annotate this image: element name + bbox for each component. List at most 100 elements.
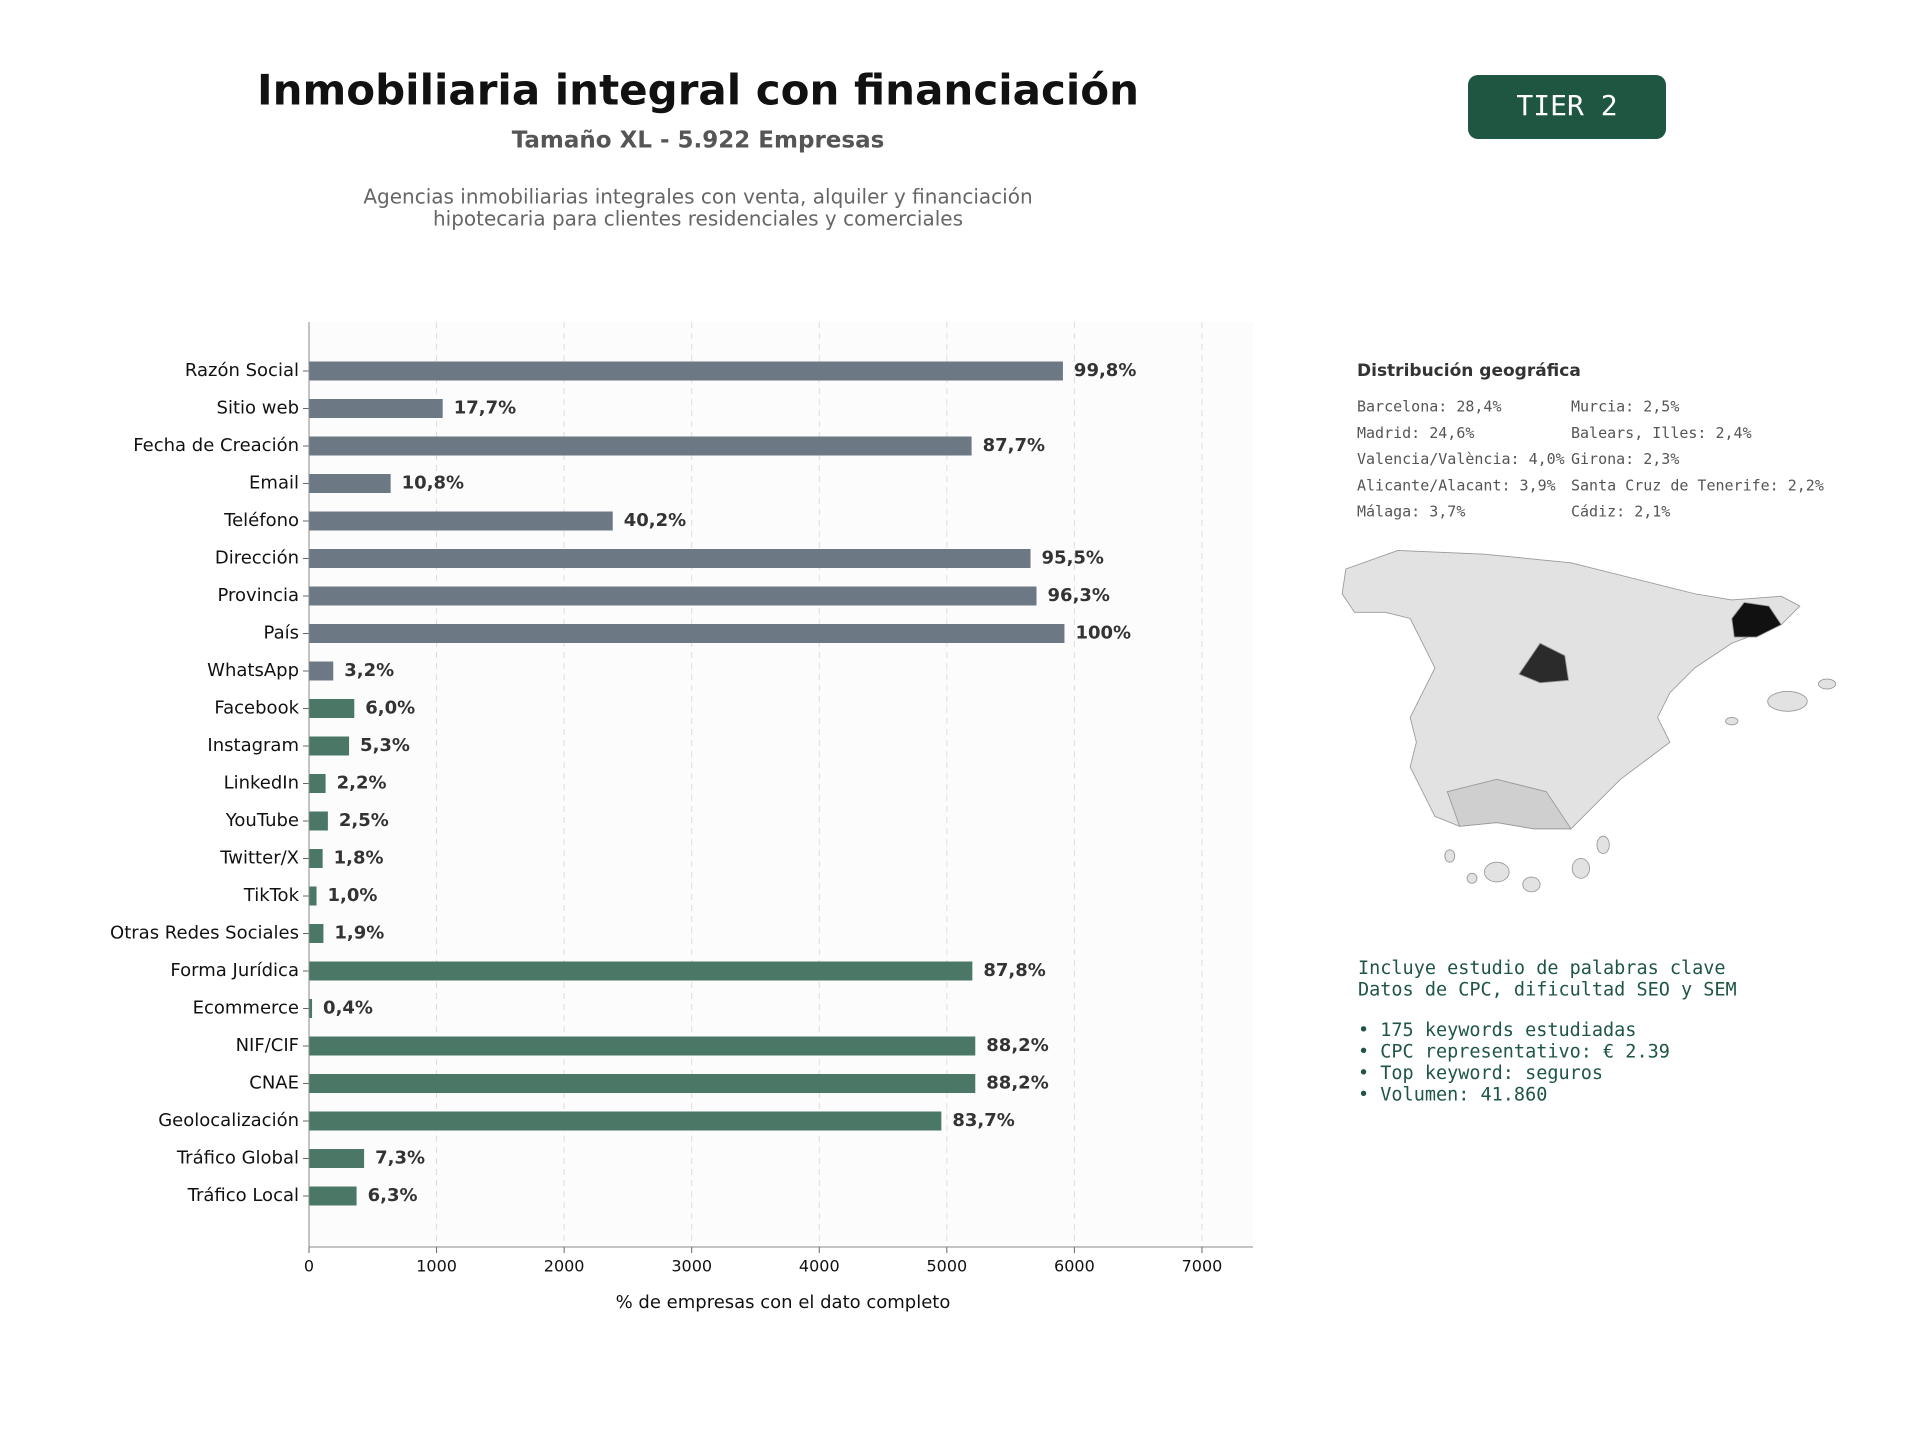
y-tick-label: Tráfico Local [187, 1185, 299, 1206]
map-region [1446, 778, 1572, 830]
geo-item: Girona: 2,3% [1571, 450, 1679, 468]
value-label: 1,8% [334, 848, 384, 869]
map-island [1522, 876, 1541, 893]
bar [309, 624, 1065, 643]
geo-item: Murcia: 2,5% [1571, 398, 1679, 416]
y-tick-label: YouTube [225, 810, 299, 831]
keyword-bullet: • Volumen: 41.860 [1358, 1085, 1547, 1106]
y-tick-label: Facebook [214, 698, 299, 719]
description: Agencias inmobiliarias integrales con ve… [363, 185, 1032, 209]
bar [309, 1036, 976, 1056]
map-island [1767, 691, 1808, 712]
description: hipotecaria para clientes residenciales … [433, 207, 963, 231]
x-tick-label: 7000 [1182, 1257, 1223, 1276]
value-label: 3,2% [344, 660, 394, 681]
bar [309, 361, 1063, 381]
map-barcelona [1731, 601, 1782, 638]
y-tick-label: Twitter/X [219, 848, 299, 869]
y-tick-label: Email [249, 473, 299, 494]
x-tick-label: 3000 [671, 1257, 712, 1276]
map-madrid [1518, 642, 1570, 684]
bar [309, 586, 1037, 606]
y-tick-label: Tráfico Global [176, 1148, 299, 1169]
page-subtitle: Tamaño XL - 5.922 Empresas [512, 128, 885, 154]
geo-item: Balears, Illes: 2,4% [1571, 424, 1752, 442]
value-label: 1,0% [328, 885, 378, 906]
keyword-intro: Incluye estudio de palabras clave [1358, 958, 1726, 979]
keyword-bullet: • 175 keywords estudiadas [1358, 1020, 1636, 1041]
value-label: 10,8% [402, 473, 464, 494]
value-label: 6,0% [365, 698, 415, 719]
value-label: 1,9% [334, 923, 384, 944]
value-label: 2,2% [337, 773, 387, 794]
map-island [1817, 678, 1837, 690]
page-title: Inmobiliaria integral con financiación [257, 66, 1139, 115]
tier-badge [1468, 75, 1666, 139]
x-tick-label: 5000 [926, 1257, 967, 1276]
x-tick-label: 6000 [1054, 1257, 1095, 1276]
geo-item: Madrid: 24,6% [1357, 424, 1474, 442]
bar [309, 849, 323, 868]
y-tick-label: NIF/CIF [236, 1035, 299, 1056]
value-label: 96,3% [1048, 585, 1110, 606]
value-label: 2,5% [339, 810, 389, 831]
y-tick-label: Geolocalización [158, 1110, 299, 1131]
y-tick-label: Ecommerce [193, 998, 299, 1019]
bar [309, 1149, 365, 1168]
bar [309, 549, 1031, 568]
map-island [1596, 835, 1610, 854]
x-tick-label: 4000 [799, 1257, 840, 1276]
value-label: 88,2% [986, 1073, 1048, 1094]
y-tick-label: Instagram [207, 735, 299, 756]
keyword-bullet: • Top keyword: seguros [1358, 1063, 1603, 1084]
geo-title: Distribución geográfica [1357, 361, 1581, 381]
y-tick-label: CNAE [249, 1073, 299, 1094]
y-tick-label: Teléfono [223, 510, 299, 531]
y-tick-label: Fecha de Creación [133, 435, 299, 456]
geo-item: Barcelona: 28,4% [1357, 398, 1502, 416]
geo-item: Málaga: 3,7% [1357, 503, 1465, 521]
bar [309, 436, 972, 456]
y-tick-label: WhatsApp [207, 660, 299, 681]
bar [309, 399, 443, 418]
map-island [1483, 861, 1510, 883]
bar [309, 961, 973, 981]
value-label: 0,4% [323, 998, 373, 1019]
map-island [1725, 717, 1739, 726]
keyword-intro: Datos de CPC, dificultad SEO y SEM [1358, 980, 1737, 1001]
value-label: 40,2% [624, 510, 686, 531]
value-label: 99,8% [1074, 360, 1136, 381]
bar [309, 661, 334, 681]
bar [309, 1111, 942, 1131]
y-tick-label: Dirección [215, 548, 299, 569]
bar [309, 886, 317, 906]
value-label: 87,7% [983, 435, 1045, 456]
value-label: 83,7% [952, 1110, 1014, 1131]
bar [309, 699, 355, 718]
geo-item: Cádiz: 2,1% [1571, 503, 1670, 521]
x-tick-label: 2000 [544, 1257, 585, 1276]
map-island [1571, 858, 1590, 879]
y-tick-label: Forma Jurídica [170, 960, 299, 981]
y-tick-label: LinkedIn [224, 773, 299, 794]
map-island [1444, 849, 1456, 863]
value-label: 7,3% [375, 1148, 425, 1169]
value-label: 87,8% [983, 960, 1045, 981]
y-tick-label: TikTok [243, 885, 300, 906]
map-spain [1341, 550, 1801, 830]
geo-item: Santa Cruz de Tenerife: 2,2% [1571, 476, 1824, 494]
y-tick-label: Otras Redes Sociales [110, 923, 299, 944]
bar [309, 511, 613, 531]
y-tick-label: Sitio web [217, 398, 299, 419]
value-label: 88,2% [986, 1035, 1048, 1056]
value-label: 17,7% [454, 398, 516, 419]
bar [309, 736, 350, 756]
x-axis-label: % de empresas con el dato completo [616, 1292, 951, 1313]
bar [309, 811, 328, 831]
geo-item: Alicante/Alacant: 3,9% [1357, 476, 1556, 494]
value-label: 6,3% [368, 1185, 418, 1206]
y-tick-label: Razón Social [185, 360, 299, 381]
value-label: 100% [1075, 623, 1131, 644]
plot-background [309, 322, 1253, 1247]
